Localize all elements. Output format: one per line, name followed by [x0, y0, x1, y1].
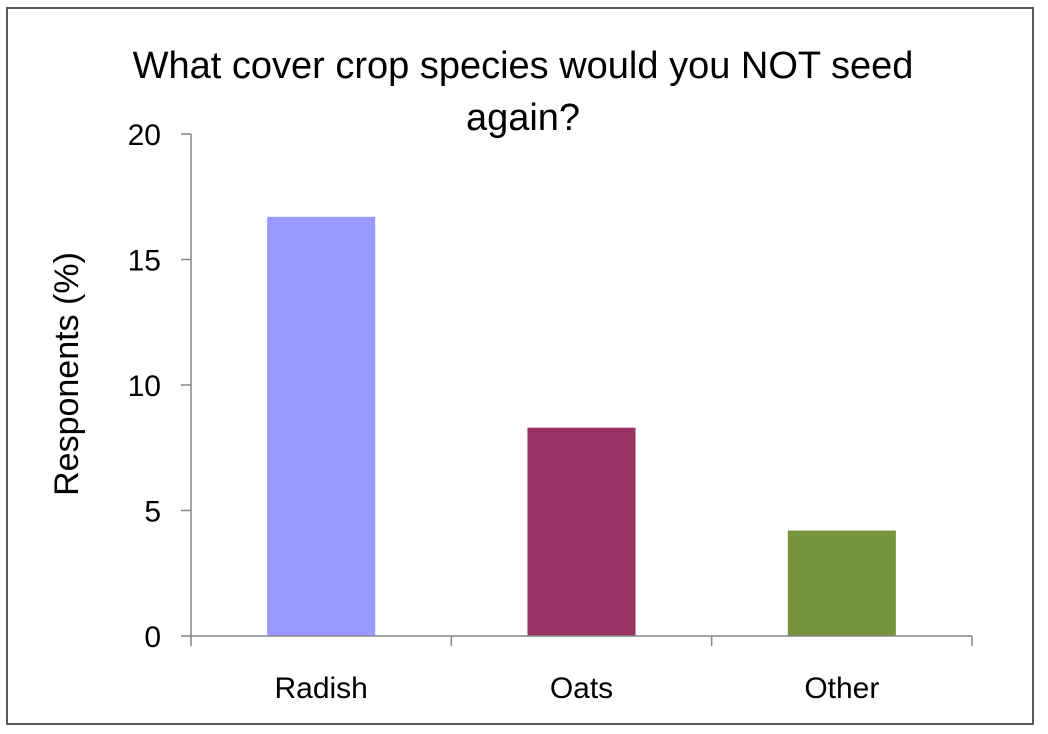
y-tick-label-20: 20 — [128, 119, 161, 152]
y-axis-title: Responents (%) — [48, 252, 86, 496]
bar-oats — [527, 427, 636, 636]
y-tick-label-15: 15 — [128, 245, 161, 278]
y-tick-label-5: 5 — [144, 496, 161, 529]
chart-title-line-2: again? — [466, 97, 580, 139]
y-tick-label-10: 10 — [128, 370, 161, 403]
bar-radish — [267, 216, 376, 636]
chart-title-line-1: What cover crop species would you NOT se… — [133, 45, 914, 87]
bar-other — [787, 530, 896, 636]
y-tick-label-0: 0 — [144, 621, 161, 654]
plot-area: 0 5 10 15 20 Radish Oats Other — [128, 119, 973, 705]
x-tick-label-radish: Radish — [274, 672, 367, 705]
x-tick-label-other: Other — [804, 672, 879, 705]
x-tick-label-oats: Oats — [550, 672, 613, 705]
